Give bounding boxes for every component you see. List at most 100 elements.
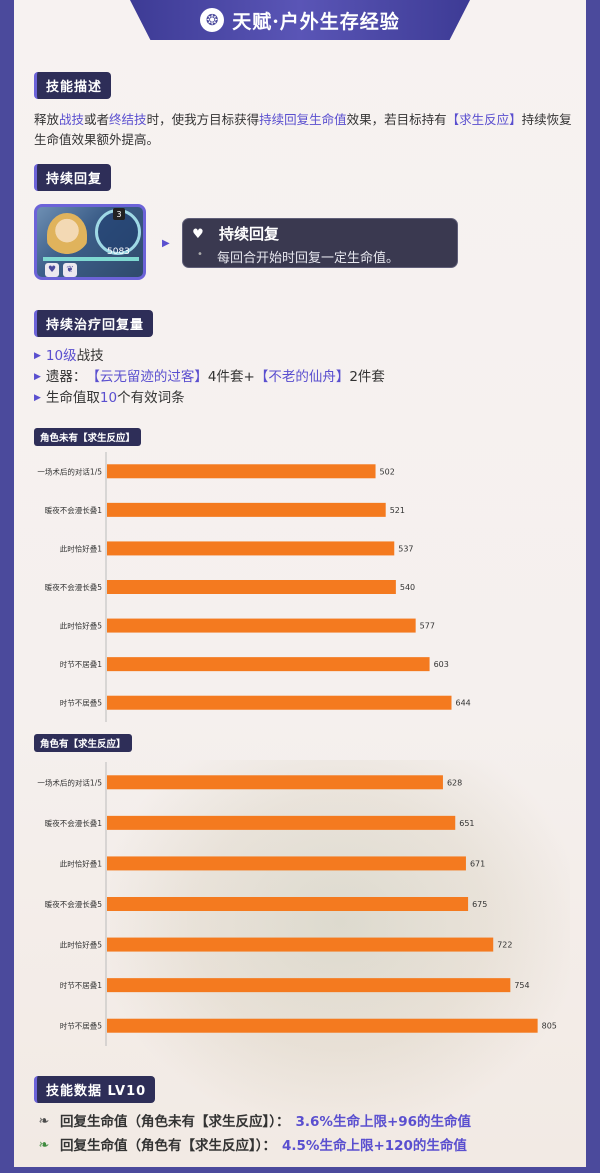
section-tag-skill-data: 技能数据 LV10 <box>34 1076 156 1103</box>
hp-bar <box>43 257 139 261</box>
portrait-value: 5083 <box>107 247 130 257</box>
category-label: 暖夜不会漫长叠5 <box>45 899 102 909</box>
skill-data-label: 回复生命值（角色有【求生反应】）： <box>60 1138 276 1154</box>
buff-title: 持续回复 <box>219 225 280 243</box>
bar <box>107 695 452 710</box>
section-tag-skill-desc: 技能描述 <box>34 72 112 99</box>
data-label: 521 <box>390 506 405 515</box>
category-label: 时节不居叠1 <box>60 980 102 990</box>
data-label: 675 <box>472 900 487 909</box>
character-face <box>47 213 87 257</box>
skill-data-label: 回复生命值（角色未有【求生反应】）： <box>60 1114 290 1130</box>
list-item: ▶ 遗器： 【云无留迹的过客】 4件套+ 【不老的仙舟】 2件套 <box>34 367 385 388</box>
category-label: 时节不居叠5 <box>60 698 102 708</box>
heal-buff-icon: ♥ <box>45 263 59 277</box>
category-label: 暖夜不会漫长叠1 <box>45 505 102 515</box>
data-label: 540 <box>400 583 415 592</box>
category-label: 此时恰好叠1 <box>60 858 102 868</box>
data-label: 577 <box>420 622 435 631</box>
bar <box>107 978 511 993</box>
arrow-right-icon: ▶ <box>162 238 170 249</box>
category-label: 暖夜不会漫长叠1 <box>45 818 102 828</box>
data-label: 537 <box>398 544 413 553</box>
bar <box>107 897 469 911</box>
leaf-heal-icon: ❧ <box>38 1114 50 1129</box>
chart-title-with: 角色有【求生反应】 <box>34 734 132 752</box>
desc-segment: 战技 <box>59 112 85 127</box>
desc-segment: 持续回复生命值 <box>259 112 347 127</box>
bullet-triangle-icon: ▶ <box>34 372 41 382</box>
list-item: ▶ 生命值取 10 个有效词条 <box>34 388 385 409</box>
list-item: ▶ 10级 战技 <box>34 346 385 367</box>
skill-description: 释放战技或者终结技时，使我方目标获得持续回复生命值效果，若目标持有【求生反应】持… <box>34 110 574 150</box>
leaf-heal-plus-icon: ❧ <box>38 1138 50 1153</box>
bar-chart-with: 一场术后的对话1/5 628 暖夜不会漫长叠1 651 此时恰好叠1 671 暖夜不会漫长叠… <box>37 762 557 1046</box>
bar <box>107 815 456 830</box>
skill-data-value: 4.5%生命上限+120的生命值 <box>282 1138 467 1154</box>
list-item-text: 【云无留迹的过客】 <box>86 369 208 385</box>
bar-chart-without: 一场术后的对话1/5 502 暖夜不会漫长叠1 521 此时恰好叠1 537 暖夜不会漫长叠… <box>37 452 471 722</box>
bar <box>107 657 430 672</box>
skill-data-value: 3.6%生命上限+96的生命值 <box>295 1114 472 1130</box>
bar <box>107 618 416 633</box>
bar <box>107 502 386 517</box>
desc-segment: 时，使我方目标获得 <box>146 112 260 127</box>
section-tag-sustain: 持续回复 <box>34 164 112 191</box>
list-item-text: 4件套+ <box>207 369 255 385</box>
data-label: 722 <box>497 941 512 950</box>
leaf-buff-icon: ❦ <box>63 263 77 277</box>
category-label: 时节不居叠5 <box>60 1021 102 1031</box>
category-label: 此时恰好叠1 <box>60 543 102 553</box>
bar <box>107 775 443 790</box>
bar <box>107 580 396 594</box>
category-label: 此时恰好叠5 <box>60 940 102 950</box>
list-item-text: 10级 <box>45 348 77 364</box>
bullet-triangle-icon: ▶ <box>34 351 41 361</box>
buff-card: ♥ 持续回复 • 每回合开始时回复一定生命值。 <box>182 218 458 268</box>
bullet-dot: • <box>197 249 203 260</box>
level-badge: 3 <box>113 208 125 220</box>
data-label: 502 <box>380 467 395 476</box>
bar <box>107 856 466 871</box>
bar <box>107 937 494 952</box>
list-item-text: 个有效词条 <box>117 390 185 406</box>
desc-segment: 终结技 <box>109 112 147 127</box>
category-label: 一场术后的对话1/5 <box>37 777 102 787</box>
data-label: 671 <box>470 859 485 868</box>
list-item-text: 10 <box>99 390 118 406</box>
desc-segment: 【求生反应】 <box>446 112 522 127</box>
buff-description: 每回合开始时回复一定生命值。 <box>217 251 400 266</box>
heal-heart-icon: ♥ <box>192 226 204 242</box>
data-label: 805 <box>542 1022 557 1031</box>
bar <box>107 1018 538 1033</box>
desc-segment: 释放 <box>34 112 60 127</box>
list-item-text: 遗器： <box>45 369 87 385</box>
data-label: 754 <box>514 981 529 990</box>
bar <box>107 464 376 479</box>
data-label: 603 <box>434 660 449 669</box>
section-tag-heal-amount: 持续治疗回复量 <box>34 310 154 337</box>
list-item-text: 2件套 <box>349 369 385 385</box>
bar <box>107 541 395 556</box>
category-label: 此时恰好叠5 <box>60 621 102 631</box>
category-label: 暖夜不会漫长叠5 <box>45 582 102 592</box>
bullet-triangle-icon: ▶ <box>34 393 41 403</box>
list-item-text: 生命值取 <box>45 390 100 406</box>
desc-segment: 或者 <box>84 112 110 127</box>
heal-conditions-list: ▶ 10级 战技 ▶ 遗器： 【云无留迹的过客】 4件套+ 【不老的仙舟】 2件套 ▶ 生命值取 10… <box>34 346 385 409</box>
skill-data-row: ❧ 回复生命值（角色有【求生反应】）： 4.5%生命上限+120的生命值 <box>34 1134 471 1158</box>
chart-title-without: 角色未有【求生反应】 <box>34 428 142 446</box>
talent-emblem-icon: ❂ <box>200 8 225 32</box>
page-title: 天赋·户外生存经验 <box>232 10 400 33</box>
skill-data-list: ❧ 回复生命值（角色未有【求生反应】）： 3.6%生命上限+96的生命值 ❧ 回复… <box>34 1110 472 1158</box>
data-label: 644 <box>456 699 471 708</box>
category-label: 一场术后的对话1/5 <box>37 466 102 476</box>
data-label: 628 <box>447 778 462 787</box>
list-item-text: 【不老的仙舟】 <box>254 369 350 385</box>
skill-data-row: ❧ 回复生命值（角色未有【求生反应】）： 3.6%生命上限+96的生命值 <box>34 1110 472 1134</box>
list-item-text: 战技 <box>76 348 104 364</box>
data-label: 651 <box>459 819 474 828</box>
category-label: 时节不居叠1 <box>60 659 102 669</box>
desc-segment: 效果，若目标持有 <box>346 112 447 127</box>
desc-segment: 持续恢复生命值效果额外提高。 <box>34 112 572 147</box>
